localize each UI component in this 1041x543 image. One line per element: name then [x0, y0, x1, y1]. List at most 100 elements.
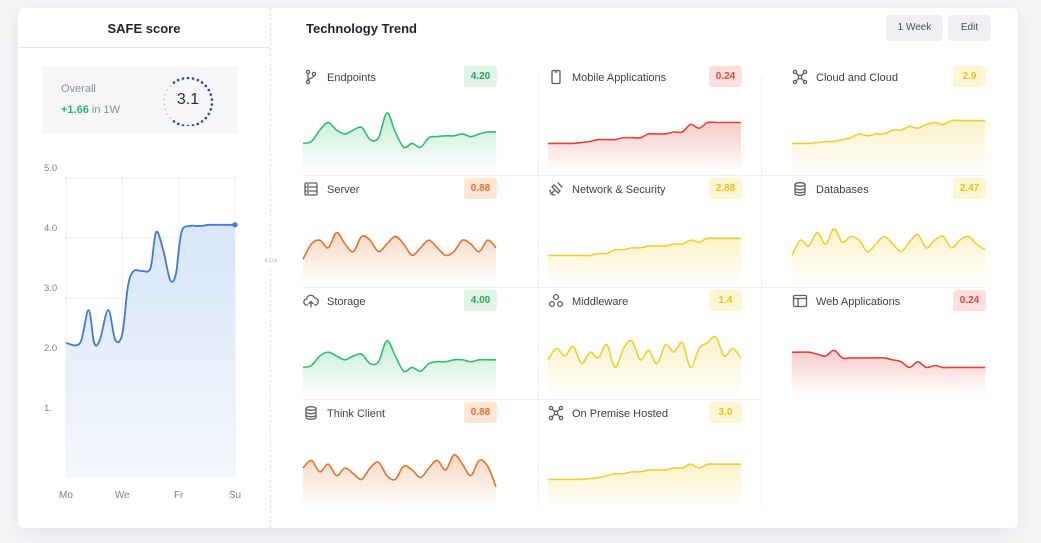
week-range-button[interactable]: 1 Week	[886, 15, 943, 41]
tile-score-badge: 3.0	[709, 402, 742, 423]
nodes-icon	[548, 405, 564, 421]
branch-icon	[303, 69, 319, 85]
gauge-dot	[200, 81, 204, 84]
gauge-dot	[186, 76, 190, 80]
sparkline-line	[302, 231, 497, 260]
sparkline-line	[792, 119, 985, 145]
gauge-dot	[169, 117, 172, 120]
tech-tile-middleware[interactable]: Middleware 1.4	[547, 289, 742, 394]
gauge-dot	[196, 122, 200, 126]
gauge-dot	[163, 103, 166, 106]
tile-label: Server	[327, 184, 360, 196]
score-value: 3.1	[176, 91, 200, 108]
sparkline-area	[548, 463, 741, 505]
gauge-dot	[176, 78, 180, 82]
sparkline-area	[548, 122, 741, 169]
tile-score-badge: 4.20	[464, 66, 497, 87]
column-separator	[761, 75, 762, 505]
tile-score-badge: 0.88	[464, 402, 497, 423]
gauge-dot	[204, 116, 208, 120]
sparkline-area	[303, 232, 496, 281]
y-tick-label: 2.0	[44, 343, 57, 354]
tile-sparkline	[547, 335, 742, 393]
last-point[interactable]	[232, 222, 238, 228]
gauge-dot	[210, 98, 214, 101]
delta-value: +1.66	[61, 104, 89, 116]
edit-button[interactable]: Edit	[948, 15, 991, 41]
tech-tile-mobile-applications[interactable]: Mobile Applications 0.24	[548, 65, 742, 170]
gauge-dot	[164, 108, 167, 111]
sparkline-line	[791, 228, 986, 256]
delta-period: in 1W	[91, 104, 121, 116]
tile-sparkline	[548, 121, 741, 169]
sparkline-line	[547, 335, 742, 369]
gauge-dot	[209, 93, 213, 96]
y-tick-label: 5.0	[44, 163, 57, 174]
tile-label: On Premise Hosted	[572, 408, 668, 420]
tile-score-badge: 0.88	[464, 178, 497, 199]
sparkline-line	[548, 463, 741, 481]
tech-tile-cloud-and-cloud[interactable]: Cloud and Cloud 2.9	[792, 65, 986, 170]
row-separator	[303, 399, 761, 400]
sparkline-line	[548, 121, 741, 145]
gauge-dot	[172, 81, 176, 84]
database-icon	[303, 405, 319, 421]
gauge-dot	[186, 124, 190, 128]
tile-sparkline	[302, 112, 497, 169]
tech-tile-think-client[interactable]: Think Client 0.88	[302, 401, 497, 506]
sparkline-area	[548, 238, 741, 281]
sparkline-line	[302, 112, 497, 149]
tile-score-badge: 4.00	[464, 290, 497, 311]
tile-label: Think Client	[327, 408, 386, 420]
y-tick-label: 4.0	[44, 223, 57, 234]
tech-tile-endpoints[interactable]: Endpoints 4.20	[302, 65, 497, 170]
cloud-upload-icon	[303, 293, 319, 309]
tile-label: Web Applications	[816, 296, 901, 308]
sparkline-area	[548, 336, 741, 393]
y-tick-label: 3.0	[44, 283, 57, 294]
tile-label: Network & Security	[572, 184, 666, 196]
sparkline-area	[792, 350, 985, 393]
tile-score-badge: 2.47	[953, 178, 986, 199]
tech-tile-server[interactable]: Server 0.88	[302, 177, 497, 282]
score-gauge: 3.1	[158, 74, 218, 128]
tile-label: Endpoints	[327, 72, 376, 84]
tile-sparkline	[548, 237, 741, 281]
sparkline-line	[302, 340, 496, 373]
tile-score-badge: 2.88	[709, 178, 742, 199]
tile-label: Databases	[816, 184, 869, 196]
database-icon	[792, 181, 808, 197]
tech-tile-network-security[interactable]: Network & Security 2.88	[548, 177, 742, 282]
tile-label: Cloud and Cloud	[816, 72, 898, 84]
tech-tile-databases[interactable]: Databases 2.47	[791, 177, 986, 282]
gauge-dot	[191, 124, 195, 127]
gauge-dot	[164, 93, 167, 96]
phone-icon	[548, 69, 564, 85]
gauge-dot	[163, 98, 166, 101]
tile-sparkline	[792, 349, 985, 393]
x-tick-label: We	[115, 490, 130, 501]
gauge-dot	[181, 124, 185, 127]
tech-tile-on-premise-hosted[interactable]: On Premise Hosted 3.0	[548, 401, 742, 506]
safe-score-panel: SAFE score Overall +1.66 in 1W 3.1 Mo We F…	[18, 8, 270, 528]
sparkline-area	[792, 228, 985, 281]
sparkline-line	[792, 349, 985, 369]
overall-label: Overall	[61, 83, 96, 95]
tile-score-badge: 0.24	[953, 290, 986, 311]
tile-sparkline	[302, 231, 497, 281]
tech-tile-storage[interactable]: Storage 4.00	[302, 289, 497, 394]
gauge-dot	[166, 89, 169, 91]
tile-sparkline	[302, 453, 497, 505]
gauge-dot	[204, 84, 208, 88]
molecule-icon	[548, 293, 564, 309]
tile-sparkline	[792, 119, 985, 169]
collapse-handle-icon[interactable]: ‹○›	[262, 255, 280, 269]
gauge-dot	[200, 120, 204, 123]
column-separator	[538, 75, 539, 505]
browser-icon	[792, 293, 808, 309]
safe-score-chart: Mo We Fr Su 5.0 4.0 3.0 2.0 1.	[44, 163, 241, 501]
series-area	[66, 224, 235, 478]
tech-tile-web-applications[interactable]: Web Applications 0.24	[792, 289, 986, 394]
gauge-dot	[172, 120, 176, 123]
gauge-dot	[176, 122, 180, 126]
